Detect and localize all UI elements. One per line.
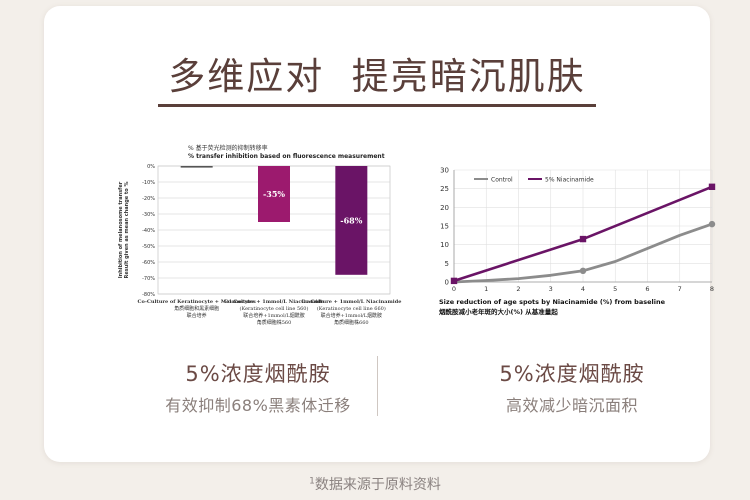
line-x-tick-label: 8: [710, 285, 714, 293]
content-card: 多维应对 提亮暗沉肌肤 % 基于荧光检测的抑制转移率% transfer inh…: [44, 6, 716, 462]
line-chart-svg: 0 5 10 15 20 25 30 0 1 2 3 4 5 6 7 8 Control 5% Niacinami…: [439, 167, 716, 316]
line-y-tick-label: 5: [445, 260, 449, 268]
bar-category-label: 角质细胞株560: [257, 319, 292, 326]
line-y-tick-label: 20: [440, 204, 449, 212]
line-x-tick-label: 4: [581, 285, 585, 293]
bar-chart-svg: % 基于荧光检测的抑制转移率% transfer inhibition base…: [118, 144, 401, 326]
bar-y-axis-label: Inhibition of melanosome transfer: [118, 181, 124, 278]
bar-y-tick-label: -70%: [142, 276, 155, 282]
bar-chart-subtitle: % transfer inhibition based on fluoresce…: [188, 153, 385, 160]
bar: [258, 166, 290, 222]
caption-divider: [377, 356, 378, 416]
line-y-tick-label: 30: [440, 167, 449, 175]
line-y-tick-label: 25: [440, 185, 449, 193]
bar-category-label: Co-Culture of Keratinocyte + Melanocytes: [138, 299, 256, 305]
bar-y-tick-label: -60%: [142, 260, 155, 266]
line-y-tick-label: 10: [440, 241, 449, 249]
bar: [335, 166, 368, 275]
bar-category-label: 角质细胞株660: [334, 319, 369, 326]
right-caption-subtitle: 高效减少暗沉面积: [505, 396, 638, 415]
left-caption-subtitle: 有效抑制68%黑素体迁移: [165, 396, 351, 415]
bar-y-tick-label: -30%: [142, 212, 155, 218]
bar-category-label: (Keratinocyte cell line 660): [317, 305, 386, 312]
bar-y-tick-label: -50%: [142, 244, 155, 250]
footnote: 1数据来源于原料资料: [0, 474, 750, 494]
bar-category-label: 联合培养: [187, 312, 207, 319]
line-y-tick-label: 0: [445, 279, 449, 287]
bar-y-tick-label: -10%: [142, 180, 155, 186]
footnote-marker: 1: [309, 476, 315, 487]
line-x-tick-label: 0: [452, 285, 456, 293]
line-point: [579, 267, 587, 274]
line-point: [579, 235, 587, 243]
bar-category-label: Co-Culture + 1mmol/L Niacinamide: [224, 299, 324, 305]
line-x-tick-label: 5: [613, 285, 617, 293]
bar: [180, 166, 213, 168]
line-x-axis-label: Size reduction of age spots by Niacinami…: [439, 298, 666, 306]
legend-entry: 5% Niacinamide: [545, 176, 594, 183]
line-point: [708, 183, 716, 190]
bar-y-axis-label: Result given as mean change to %: [124, 182, 130, 279]
melanosome-bar-chart: % 基于荧光检测的抑制转移率% transfer inhibition base…: [112, 142, 402, 342]
bar-y-tick-label: -80%: [142, 292, 155, 298]
right-caption-title: 5%浓度烟酰胺: [499, 362, 645, 386]
footnote-text: 数据来源于原料资料: [314, 477, 441, 493]
line-x-tick-label: 6: [645, 285, 649, 293]
line-x-tick-label: 1: [484, 285, 488, 293]
bar-chart-title: % 基于荧光检测的抑制转移率: [188, 144, 268, 152]
bar-data-label: -68%: [340, 215, 362, 225]
bar-y-tick-label: -40%: [142, 228, 155, 234]
line-x-tick-label: 7: [678, 285, 682, 293]
left-caption-title: 5%浓度烟酰胺: [185, 362, 331, 386]
line-point: [708, 220, 716, 228]
bar-category-label: (Keratinocyte cell line 560): [240, 305, 309, 312]
bar-data-label: -35%: [263, 189, 285, 199]
line-y-tick-label: 15: [440, 223, 449, 231]
bar-y-tick-label: -20%: [142, 196, 155, 202]
bar-category-label: 角质细胞和黑素细胞: [174, 305, 219, 312]
bar-category-label: 联合培养+1mmol/L烟酰胺: [243, 312, 304, 319]
line-x-tick-label: 2: [516, 285, 520, 293]
bar-category-label: 联合培养+1mmol/L烟酰胺: [321, 312, 382, 319]
line-x-tick-label: 3: [549, 285, 553, 293]
legend-entry: Control: [491, 176, 513, 183]
bar-category-label: Co-Culture + 1mmol/L Niacinamide: [301, 299, 401, 305]
headline-underline: [158, 104, 596, 107]
age-spot-line-chart: 0 5 10 15 20 25 30 0 1 2 3 4 5 6 7 8 Control 5% Niacinami…: [432, 164, 720, 334]
page-headline: 多维应对 提亮暗沉肌肤: [168, 55, 586, 98]
bar-y-tick-label: 0%: [147, 164, 155, 170]
line-point: [450, 277, 458, 285]
line-x-axis-label-cn: 烟酰胺减小老年斑的大小(%) 从基准量起: [439, 307, 558, 316]
